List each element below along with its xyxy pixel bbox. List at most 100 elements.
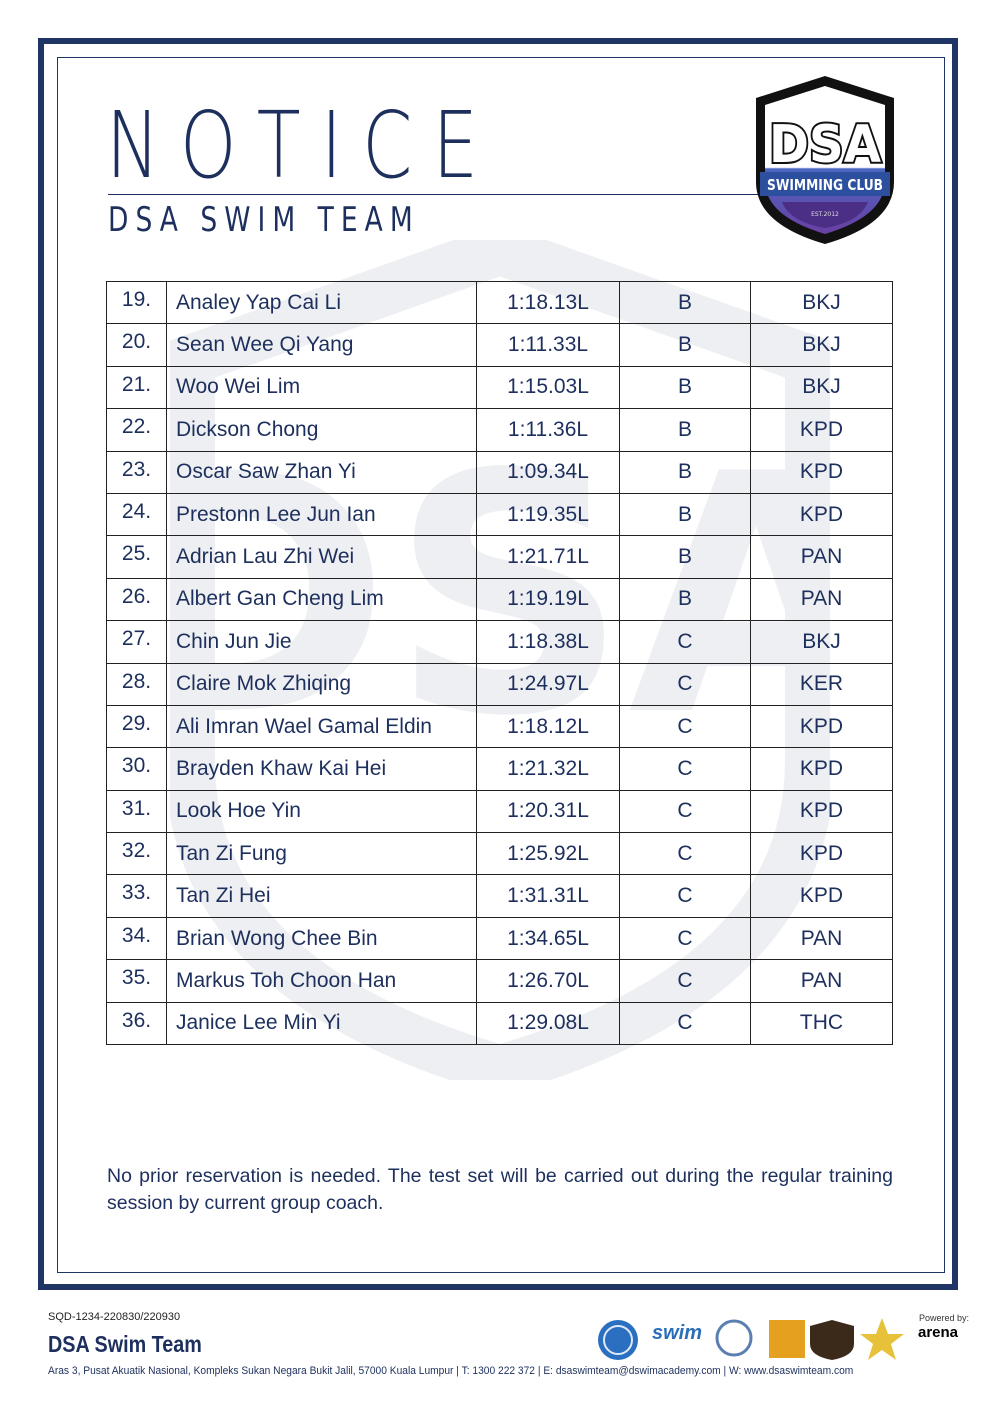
table-row: 27. Chin Jun Jie 1:18.38L C BKJ	[106, 620, 893, 664]
table-row: 26. Albert Gan Cheng Lim 1:19.19L B PAN	[106, 577, 893, 622]
row-number: 32.	[106, 832, 167, 876]
club-code: KPD	[750, 450, 893, 494]
logo-est-text: EST.2012	[811, 211, 839, 218]
group-letter: B	[619, 323, 751, 367]
dsa-swimming-club-logo: DSA SWIMMING CLUB EST.2012	[756, 76, 894, 244]
swim-time: 1:20.31L	[476, 789, 620, 834]
table-row: 20. Sean Wee Qi Yang 1:11.33L B BKJ	[106, 323, 893, 367]
table-row: 28. Claire Mok Zhiqing 1:24.97L C KER	[106, 662, 893, 706]
title-rule	[108, 194, 763, 195]
swimmer-name: Tan Zi Fung	[166, 832, 477, 876]
club-code: PAN	[750, 916, 893, 961]
swimmer-name: Adrian Lau Zhi Wei	[166, 535, 477, 579]
row-number: 34.	[106, 916, 167, 961]
row-number: 29.	[106, 704, 167, 749]
swim-time: 1:09.34L	[476, 450, 620, 494]
club-code: THC	[750, 1001, 893, 1046]
accreditation-badges	[598, 1318, 904, 1360]
club-code: KPD	[750, 492, 893, 537]
swimmer-name: Ali Imran Wael Gamal Eldin	[166, 704, 477, 749]
group-letter: B	[619, 365, 751, 410]
table-row: 19. Analey Yap Cai Li 1:18.13L B BKJ	[106, 280, 893, 325]
swimmer-name: Sean Wee Qi Yang	[166, 323, 477, 367]
table-row: 31. Look Hoe Yin 1:20.31L C KPD	[106, 789, 893, 834]
row-number: 21.	[106, 365, 167, 410]
notice-title: NOTICE	[106, 92, 499, 199]
group-letter: C	[619, 789, 751, 834]
group-letter: B	[619, 450, 751, 494]
club-code: KER	[750, 662, 893, 706]
powered-by-label: Powered by:	[919, 1313, 970, 1323]
logo-dsa-text: DSA	[769, 115, 881, 175]
table-row: 32. Tan Zi Fung 1:25.92L C KPD	[106, 832, 893, 876]
club-code: BKJ	[750, 280, 893, 325]
group-letter: C	[619, 747, 751, 791]
logo-banner-text: SWIMMING CLUB	[767, 176, 883, 194]
results-table: 19. Analey Yap Cai Li 1:18.13L B BKJ 20. Sean …	[106, 280, 893, 1046]
swimmer-name: Tan Zi Hei	[166, 874, 477, 918]
club-code: PAN	[750, 959, 893, 1003]
row-number: 30.	[106, 747, 167, 791]
table-row: 22. Dickson Chong 1:11.36L B KPD	[106, 408, 893, 452]
swim-time: 1:26.70L	[476, 959, 620, 1003]
australian-swim-badge: swim	[652, 1322, 703, 1344]
club-code: PAN	[750, 577, 893, 622]
table-row: 33. Tan Zi Hei 1:31.31L C KPD	[106, 874, 893, 918]
swim-time: 1:31.31L	[476, 874, 620, 918]
club-code: BKJ	[750, 365, 893, 410]
table-row: 23. Oscar Saw Zhan Yi 1:09.34L B KPD	[106, 450, 893, 494]
club-code: BKJ	[750, 620, 893, 664]
row-number: 33.	[106, 874, 167, 918]
group-letter: C	[619, 620, 751, 664]
swimmer-name: Brayden Khaw Kai Hei	[166, 747, 477, 791]
table-row: 21. Woo Wei Lim 1:15.03L B BKJ	[106, 365, 893, 410]
row-number: 22.	[106, 408, 167, 452]
group-letter: B	[619, 408, 751, 452]
row-number: 26.	[106, 577, 167, 622]
table-row: 29. Ali Imran Wael Gamal Eldin 1:18.12L C KP…	[106, 704, 893, 749]
club-code: KPD	[750, 789, 893, 834]
club-code: KPD	[750, 704, 893, 749]
row-number: 36.	[106, 1001, 167, 1046]
footnote-text: No prior reservation is needed. The test…	[107, 1165, 893, 1214]
group-letter: C	[619, 832, 751, 876]
swimmer-name: Prestonn Lee Jun Ian	[166, 492, 477, 537]
swimmer-name: Woo Wei Lim	[166, 365, 477, 410]
row-number: 31.	[106, 789, 167, 834]
table-row: 34. Brian Wong Chee Bin 1:34.65L C PAN	[106, 916, 893, 961]
group-letter: C	[619, 959, 751, 1003]
award-badge-icon	[769, 1320, 805, 1358]
table-row: 25. Adrian Lau Zhi Wei 1:21.71L B PAN	[106, 535, 893, 579]
swimmer-name: Look Hoe Yin	[166, 789, 477, 834]
swimmer-name: Claire Mok Zhiqing	[166, 662, 477, 706]
swim-time: 1:25.92L	[476, 832, 620, 876]
document-code: SQD-1234-220830/220930	[48, 1311, 181, 1323]
swimmer-name: Chin Jun Jie	[166, 620, 477, 664]
club-code: KPD	[750, 408, 893, 452]
row-number: 24.	[106, 492, 167, 537]
swim-time: 1:24.97L	[476, 662, 620, 706]
group-letter: C	[619, 662, 751, 706]
swimmer-name: Markus Toh Choon Han	[166, 959, 477, 1003]
arena-sponsor-logo: arena	[918, 1324, 959, 1341]
table-row: 30. Brayden Khaw Kai Hei 1:21.32L C KPD	[106, 747, 893, 791]
group-letter: C	[619, 916, 751, 961]
group-letter: B	[619, 280, 751, 325]
swim-time: 1:18.13L	[476, 280, 620, 325]
notice-subtitle: DSA SWIM TEAM	[108, 200, 420, 240]
swim-time: 1:29.08L	[476, 1001, 620, 1046]
swim-time: 1:18.12L	[476, 704, 620, 749]
crest-badge-icon	[810, 1320, 854, 1360]
table-row: 36. Janice Lee Min Yi 1:29.08L C THC	[106, 1001, 893, 1046]
row-number: 35.	[106, 959, 167, 1003]
swim-time: 1:19.35L	[476, 492, 620, 537]
swim-time: 1:34.65L	[476, 916, 620, 961]
swim-time: 1:21.71L	[476, 535, 620, 579]
group-letter: B	[619, 577, 751, 622]
page-frame-inner	[57, 57, 945, 1273]
swim-time: 1:15.03L	[476, 365, 620, 410]
row-number: 19.	[106, 280, 167, 325]
star-badge-icon	[860, 1318, 904, 1360]
footer-address: Aras 3, Pusat Akuatik Nasional, Kompleks…	[48, 1365, 854, 1377]
swim-time: 1:18.38L	[476, 620, 620, 664]
